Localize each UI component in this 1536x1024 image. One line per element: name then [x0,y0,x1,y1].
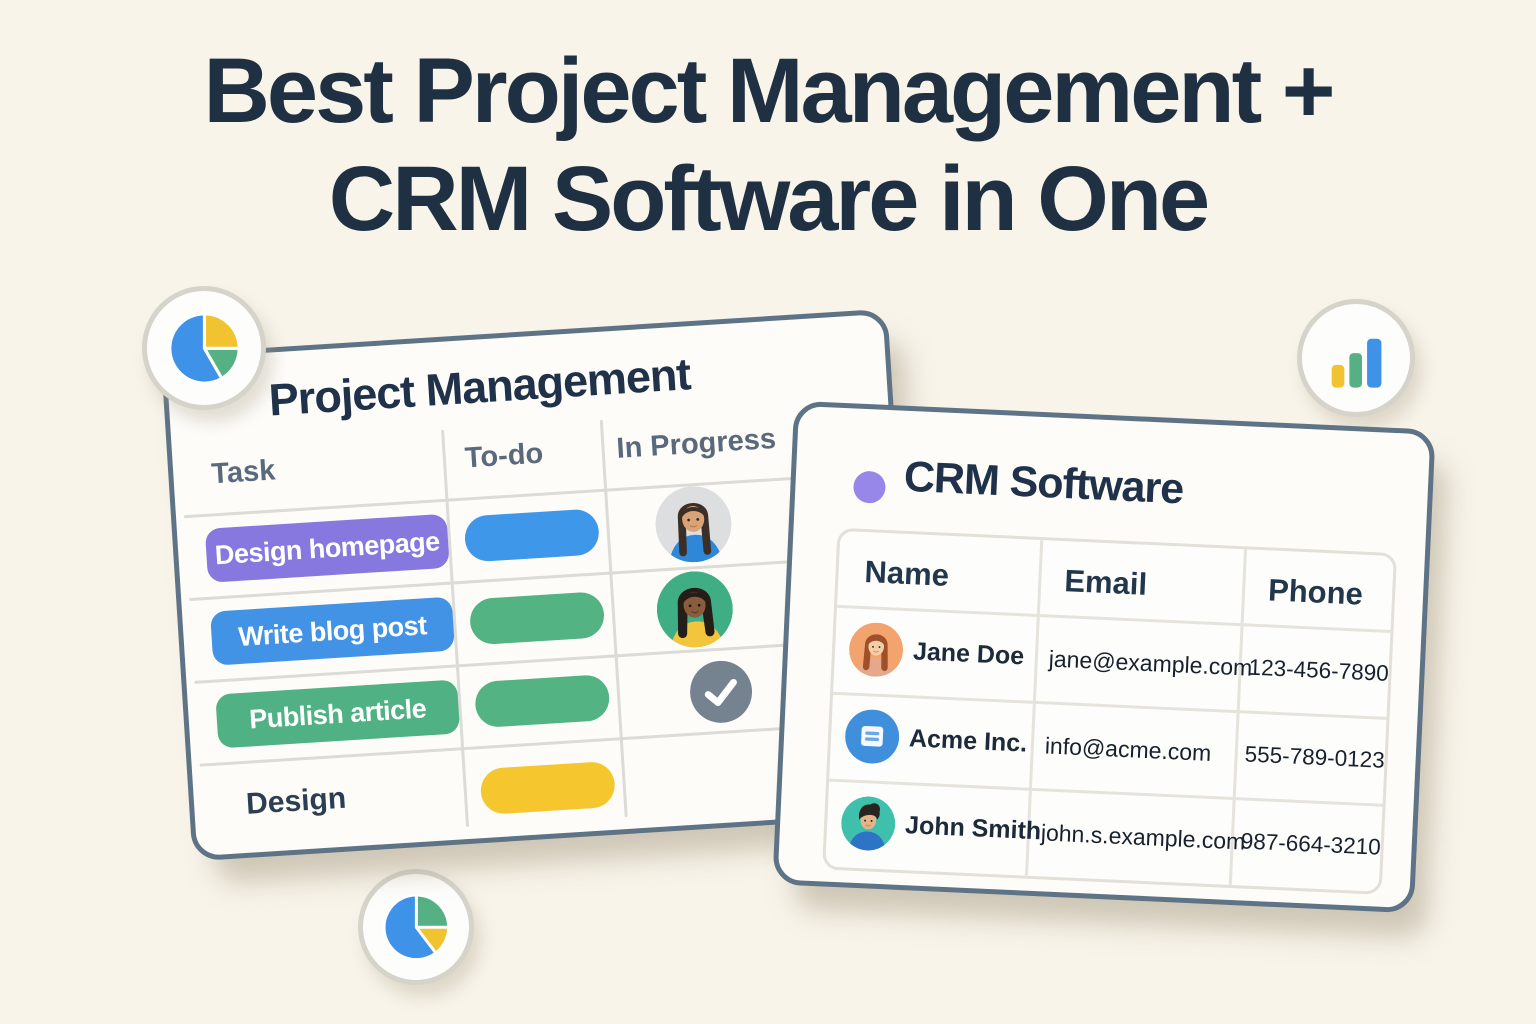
pm-column-header-in-progress: In Progress [615,422,777,465]
todo-bar [463,508,601,563]
woman-avatar-gray-icon [653,484,734,565]
pie-chart-icon [382,893,450,961]
check-circle-icon [688,659,754,725]
crm-column-header-phone: Phone [1267,572,1364,612]
pie-chart-icon [167,311,241,385]
woman-avatar-green-icon [655,569,736,650]
project-management-card: Project Management Task To-do In Progres… [160,308,920,862]
bullet-dot-icon [852,470,887,504]
crm-row-email: john.s.example.com [1040,819,1246,855]
todo-bar [473,673,611,729]
task-pill-design-homepage: Design homepage [204,513,450,583]
pm-card-title: Project Management [267,348,692,426]
man-avatar-teal-icon [840,795,896,852]
grid-line [183,471,885,519]
task-pill-publish-article: Publish article [215,679,461,749]
crm-column-header-name: Name [863,554,950,593]
pie-chart-badge-bottom [358,869,474,985]
task-pill-write-blog-post: Write blog post [210,596,455,666]
crm-software-card: CRM Software Name Email Phone [772,400,1436,914]
todo-bar [468,591,606,646]
crm-row-phone: 555-789-0123 [1244,741,1386,773]
crm-column-header-email: Email [1063,563,1148,602]
pie-chart-badge-top-left [142,286,266,410]
pm-column-header-todo: To-do [463,437,545,475]
todo-bar [479,760,617,816]
crm-row-email: jane@example.com [1048,645,1253,681]
grid-line [599,419,628,818]
crm-row-name: John Smith [904,811,1042,846]
crm-row-name: Acme Inc. [908,724,1028,758]
crm-table: Name Email Phone J [822,527,1398,895]
grid-line [829,778,1383,807]
bar-chart-icon [1331,338,1382,388]
page-title-line1: Best Project Management + [203,40,1335,142]
crm-row-name: Jane Doe [912,637,1025,671]
page-title-line2: CRM Software in One [328,147,1210,250]
crm-row-phone: 987-664-3210 [1240,828,1382,860]
crm-row-email: info@acme.com [1044,732,1212,766]
crm-row-phone: 123-456-7890 [1248,654,1390,686]
crm-card-title: CRM Software [902,452,1185,514]
grid-line [833,691,1387,720]
page-title: Best Project Management + CRM Software i… [0,38,1536,253]
company-avatar-blue-icon [844,708,900,764]
pm-column-header-task: Task [210,454,277,491]
bar-chart-badge [1297,299,1415,417]
woman-avatar-orange-icon [848,621,904,678]
task-label-design: Design [245,781,348,821]
